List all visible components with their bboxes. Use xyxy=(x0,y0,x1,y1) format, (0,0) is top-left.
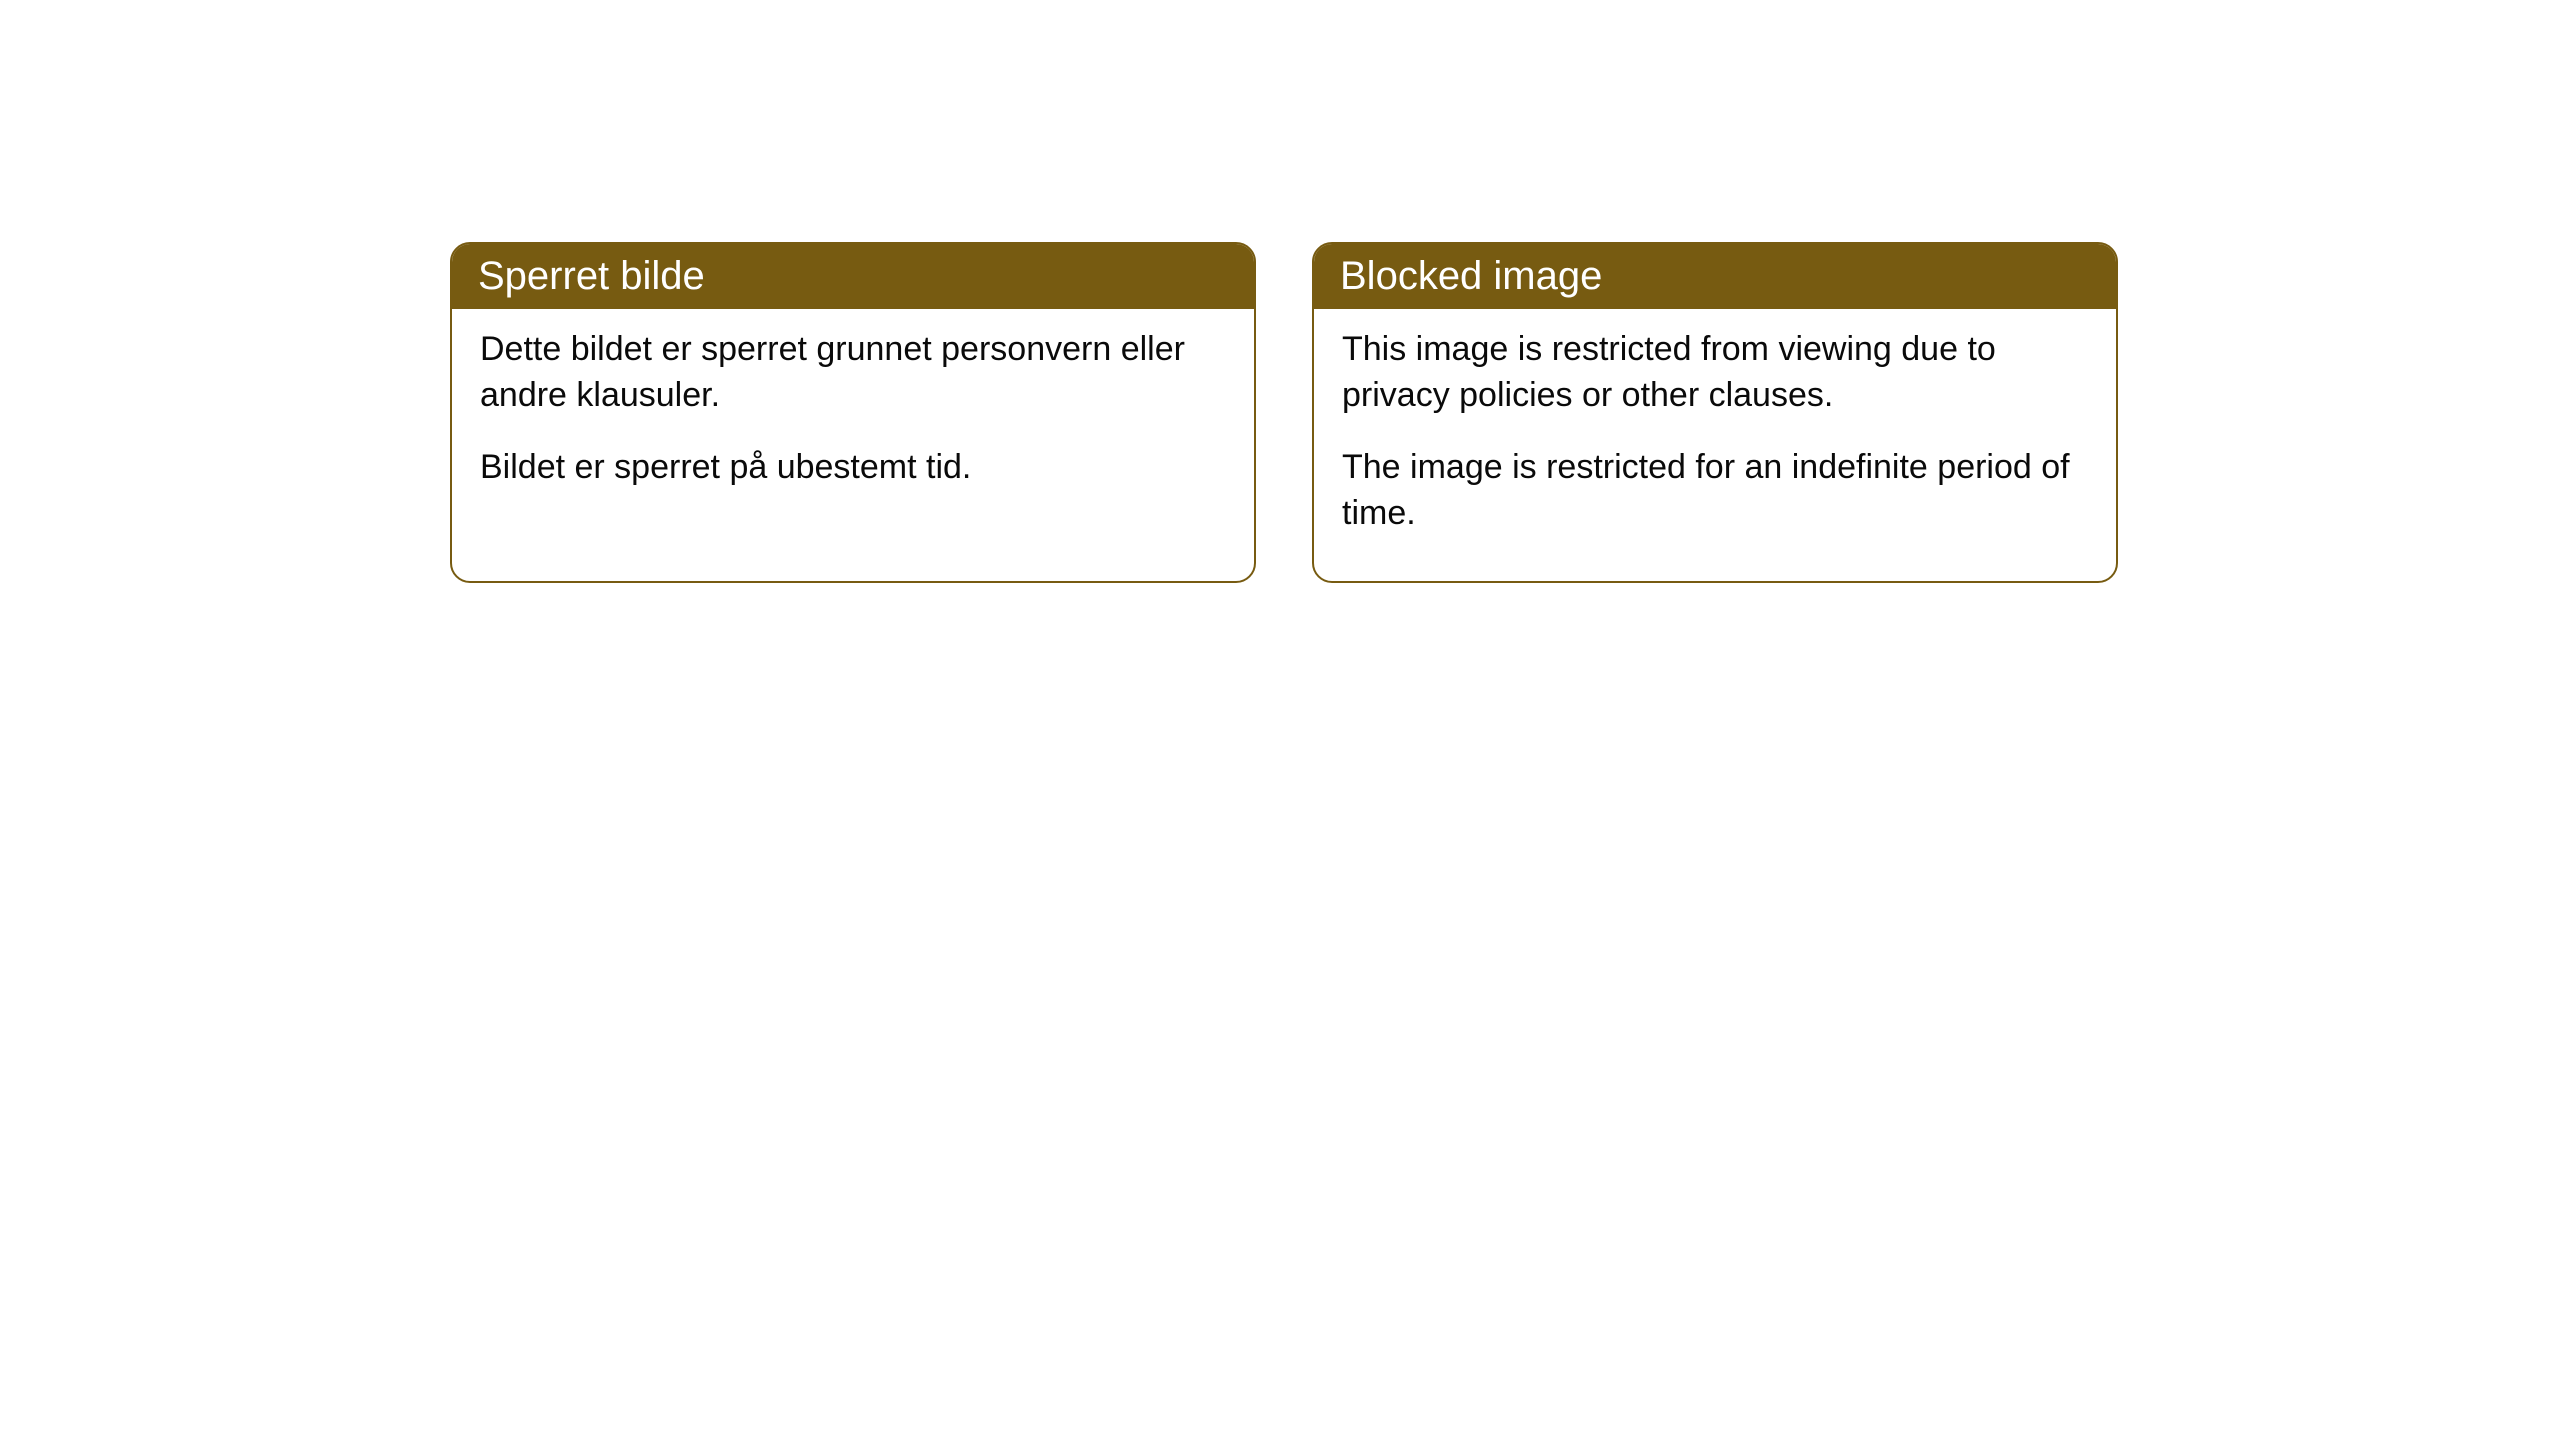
notice-card-norwegian: Sperret bilde Dette bildet er sperret gr… xyxy=(450,242,1256,583)
notice-body-norwegian: Dette bildet er sperret grunnet personve… xyxy=(452,309,1254,535)
notice-body-english: This image is restricted from viewing du… xyxy=(1314,309,2116,581)
notice-paragraph-english-2: The image is restricted for an indefinit… xyxy=(1342,445,2088,537)
notice-header-norwegian: Sperret bilde xyxy=(452,244,1254,309)
notice-container: Sperret bilde Dette bildet er sperret gr… xyxy=(0,0,2560,583)
notice-paragraph-norwegian-2: Bildet er sperret på ubestemt tid. xyxy=(480,445,1226,491)
notice-paragraph-norwegian-1: Dette bildet er sperret grunnet personve… xyxy=(480,327,1226,419)
notice-card-english: Blocked image This image is restricted f… xyxy=(1312,242,2118,583)
notice-paragraph-english-1: This image is restricted from viewing du… xyxy=(1342,327,2088,419)
notice-header-english: Blocked image xyxy=(1314,244,2116,309)
notice-title-norwegian: Sperret bilde xyxy=(478,254,705,298)
notice-title-english: Blocked image xyxy=(1340,254,1602,298)
